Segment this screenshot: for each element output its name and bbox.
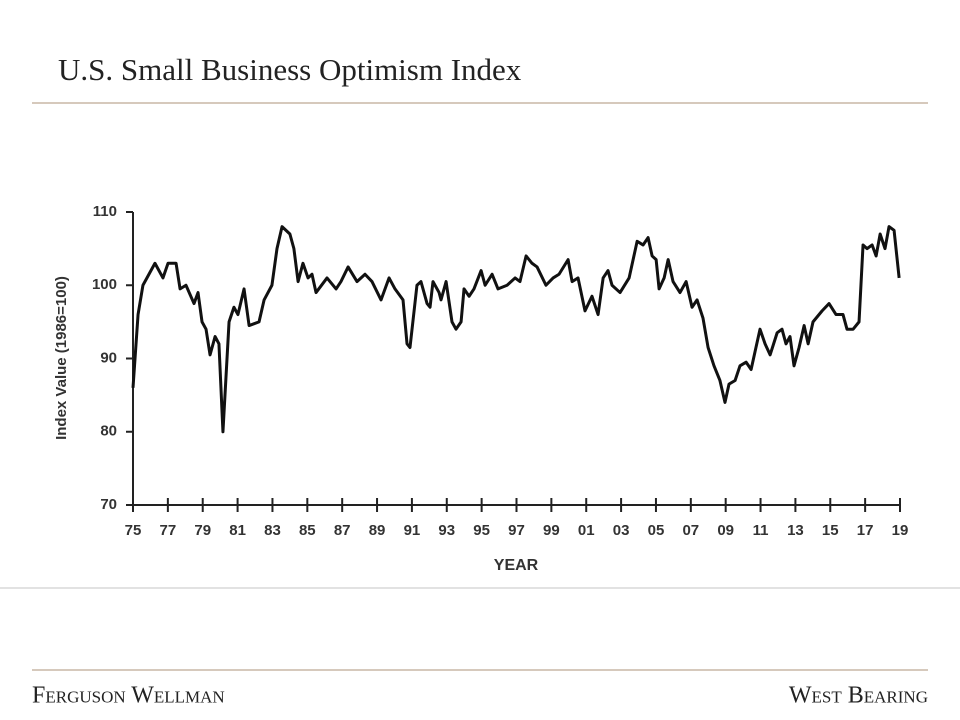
footer-left: Ferguson Wellman — [32, 683, 225, 709]
x-tick-label: 95 — [473, 522, 490, 539]
x-tick-label: 89 — [369, 522, 386, 539]
x-tick-label: 19 — [892, 522, 909, 539]
x-tick-label: 03 — [613, 522, 630, 539]
x-axis-label: YEAR — [494, 557, 539, 574]
x-tick-label: 91 — [404, 522, 421, 539]
index-line — [131, 225, 901, 434]
x-tick-label: 05 — [648, 522, 665, 539]
y-tick-label: 70 — [100, 496, 117, 513]
x-tick-label: 77 — [160, 522, 177, 539]
y-tick-label: 110 — [93, 203, 117, 220]
x-tick-label: 75 — [125, 522, 142, 539]
x-tick-label: 93 — [438, 522, 455, 539]
x-tick-label: 07 — [682, 522, 699, 539]
y-tick-label: 100 — [92, 276, 117, 293]
x-tick-label: 13 — [787, 522, 804, 539]
x-tick-label: 83 — [264, 522, 281, 539]
x-tick-label: 15 — [822, 522, 839, 539]
x-tick-label: 87 — [334, 522, 351, 539]
x-tick-label: 11 — [753, 522, 769, 539]
x-tick-label: 17 — [857, 522, 874, 539]
y-axis-label: Index Value (1986=100) — [53, 276, 70, 440]
slide-title: U.S. Small Business Optimism Index — [58, 52, 522, 87]
y-tick-label: 80 — [100, 423, 117, 440]
x-tick-label: 81 — [229, 522, 246, 539]
x-tick-label: 85 — [299, 522, 316, 539]
x-tick-label: 99 — [543, 522, 560, 539]
y-tick-label: 90 — [100, 349, 117, 366]
footer-right: West Bearing — [789, 683, 928, 709]
x-tick-label: 97 — [508, 522, 525, 539]
x-tick-label: 79 — [194, 522, 211, 539]
x-tick-label: 01 — [578, 522, 595, 539]
x-tick-label: 09 — [717, 522, 734, 539]
